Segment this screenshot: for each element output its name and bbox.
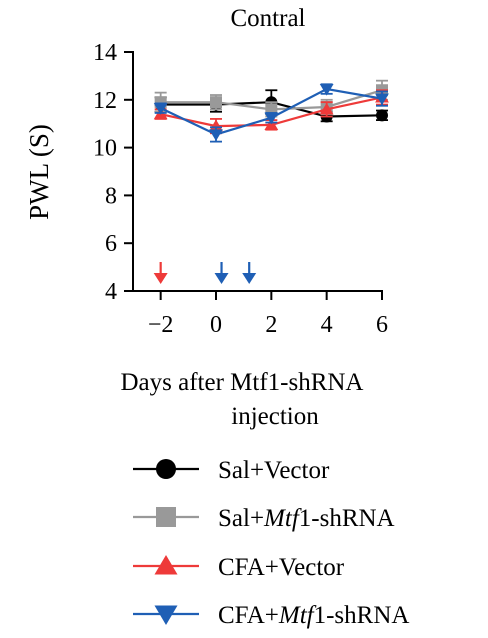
y-tick-label: 4 (105, 279, 117, 305)
injection-arrow-head (153, 273, 168, 284)
y-tick-label: 6 (105, 231, 117, 257)
x-tick-label: 0 (210, 312, 222, 338)
y-tick-label: 12 (93, 88, 117, 114)
legend-label: CFA+Mtf1-shRNA (218, 602, 409, 629)
legend: Sal+VectorSal+Mtf1-shRNACFA+VectorCFA+Mt… (133, 457, 409, 629)
data-point (209, 119, 223, 132)
chart-title: Contral (231, 5, 306, 32)
y-axis-label: PWL (S) (24, 124, 54, 220)
plot-area: 4 6 8 10 12 14 −2 0 2 4 6 (93, 40, 389, 338)
legend-label-part: Mtf (263, 505, 302, 532)
data-point (319, 83, 334, 96)
x-axis-label-line-1: Days after Mtf1-shRNA (120, 369, 363, 396)
legend-marker (156, 459, 176, 479)
x-tick-label: 4 (321, 312, 333, 338)
data-point (319, 102, 334, 115)
x-tick-label: 2 (265, 312, 277, 338)
x-axis-label-line-2: injection (231, 403, 319, 430)
legend-marker (156, 507, 176, 527)
legend-label: Sal+Vector (218, 457, 330, 484)
y-tick-label: 10 (93, 136, 117, 162)
y-tick-label: 8 (105, 183, 117, 209)
x-tick-label: 6 (376, 312, 388, 338)
data-point (375, 93, 389, 106)
legend-label-part: 1-shRNA (314, 602, 410, 629)
data-point (153, 103, 168, 115)
legend-label-part: 1-shRNA (299, 505, 395, 532)
legend-label-part: CFA+ (218, 602, 279, 629)
legend-marker (154, 555, 178, 575)
legend-label-part: CFA+Vector (218, 554, 345, 581)
data-point (376, 109, 388, 122)
legend-label-part: Mtf (278, 602, 317, 629)
legend-label: CFA+Vector (218, 554, 345, 581)
legend-label: Sal+Mtf1-shRNA (218, 505, 395, 532)
y-tick-label: 14 (93, 40, 117, 66)
legend-marker (154, 605, 178, 625)
data-point (264, 112, 279, 125)
x-tick-label: −2 (148, 312, 174, 338)
data-point (210, 96, 222, 109)
injection-arrow-head (242, 273, 257, 284)
injection-arrow-head (214, 273, 229, 284)
legend-label-part: Sal+ (218, 505, 264, 532)
data-point (209, 129, 223, 142)
legend-label-part: Sal+Vector (218, 457, 330, 484)
